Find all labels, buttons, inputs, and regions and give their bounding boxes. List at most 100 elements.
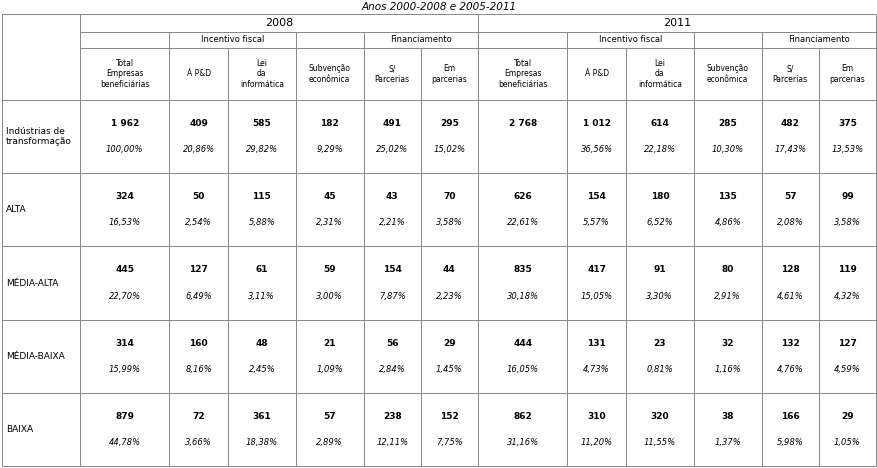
Text: 6,52%: 6,52% [645,219,673,227]
Text: 417: 417 [587,265,605,274]
Text: 0,81%: 0,81% [645,365,673,374]
Text: 119: 119 [837,265,856,274]
Text: 15,05%: 15,05% [580,292,612,300]
Text: S/
Parcerias: S/ Parcerias [374,64,410,84]
Text: 99: 99 [840,192,852,201]
Text: 4,59%: 4,59% [833,365,859,374]
Text: 1 012: 1 012 [582,119,610,128]
Text: 91: 91 [652,265,666,274]
Text: 100,00%: 100,00% [106,145,143,154]
Text: 44: 44 [443,265,455,274]
Text: 295: 295 [439,119,459,128]
Text: Indústrias de
transformação: Indústrias de transformação [6,127,72,146]
Text: ALTA: ALTA [6,205,26,214]
Text: 115: 115 [253,192,271,201]
Text: 2,23%: 2,23% [436,292,462,300]
Text: 310: 310 [587,412,605,421]
Text: 11,55%: 11,55% [643,438,675,447]
Text: 17,43%: 17,43% [774,145,805,154]
Text: 2,89%: 2,89% [316,438,343,447]
Text: 1 962: 1 962 [111,119,139,128]
Text: 3,30%: 3,30% [645,292,673,300]
Text: 57: 57 [783,192,795,201]
Text: 132: 132 [780,338,799,348]
Text: Financiamento: Financiamento [787,36,849,44]
Text: 160: 160 [189,338,208,348]
Text: Subvenção
econômica: Subvenção econômica [706,64,748,84]
Text: 324: 324 [115,192,134,201]
Text: 4,86%: 4,86% [714,219,740,227]
Text: 50: 50 [192,192,204,201]
Text: 2,31%: 2,31% [316,219,343,227]
Text: Total
Empresas
beneficiárias: Total Empresas beneficiárias [497,59,546,89]
Text: 70: 70 [443,192,455,201]
Text: 238: 238 [382,412,401,421]
Text: 59: 59 [323,265,336,274]
Text: 18,38%: 18,38% [246,438,278,447]
Text: 20,86%: 20,86% [182,145,215,154]
Text: 15,99%: 15,99% [109,365,140,374]
Text: 30,18%: 30,18% [506,292,538,300]
Text: BAIXA: BAIXA [6,425,33,434]
Text: Lei
da
informática: Lei da informática [637,59,681,89]
Text: 5,98%: 5,98% [776,438,802,447]
Text: 10,30%: 10,30% [711,145,743,154]
Text: 285: 285 [717,119,737,128]
Text: 11,20%: 11,20% [580,438,612,447]
Text: 9,29%: 9,29% [316,145,343,154]
Text: 13,53%: 13,53% [831,145,862,154]
Text: 375: 375 [837,119,856,128]
Text: 3,66%: 3,66% [185,438,211,447]
Text: 45: 45 [323,192,336,201]
Text: 32: 32 [721,338,733,348]
Text: 5,57%: 5,57% [582,219,610,227]
Text: MÉDIA-BAIXA: MÉDIA-BAIXA [6,351,65,361]
Text: 22,61%: 22,61% [506,219,538,227]
Text: 3,58%: 3,58% [436,219,462,227]
Text: 128: 128 [780,265,799,274]
Text: 2,08%: 2,08% [776,219,802,227]
Text: 482: 482 [780,119,799,128]
Text: 8,16%: 8,16% [185,365,211,374]
Text: Á P&D: Á P&D [584,70,608,79]
Text: 29: 29 [840,412,852,421]
Text: Lei
da
informática: Lei da informática [239,59,283,89]
Text: 48: 48 [255,338,267,348]
Text: 1,09%: 1,09% [316,365,343,374]
Text: 7,75%: 7,75% [436,438,462,447]
Text: Em
parcerias: Em parcerias [829,64,865,84]
Text: 180: 180 [650,192,668,201]
Text: S/
Parcerias: S/ Parcerias [772,64,807,84]
Text: 16,05%: 16,05% [506,365,538,374]
Text: 3,58%: 3,58% [833,219,859,227]
Text: 22,70%: 22,70% [109,292,140,300]
Text: 7,87%: 7,87% [379,292,405,300]
Text: 3,11%: 3,11% [248,292,275,300]
Text: 131: 131 [587,338,605,348]
Text: Incentivo fiscal: Incentivo fiscal [598,36,661,44]
Text: 879: 879 [115,412,134,421]
Text: 6,49%: 6,49% [185,292,211,300]
Text: 43: 43 [386,192,398,201]
Text: 2,84%: 2,84% [379,365,405,374]
Text: 4,73%: 4,73% [582,365,610,374]
Text: 2,91%: 2,91% [714,292,740,300]
Text: 12,11%: 12,11% [375,438,408,447]
Text: 72: 72 [192,412,204,421]
Text: 835: 835 [513,265,531,274]
Text: 2,54%: 2,54% [185,219,211,227]
Text: 16,53%: 16,53% [109,219,140,227]
Text: 127: 127 [837,338,856,348]
Text: Total
Empresas
beneficiárias: Total Empresas beneficiárias [100,59,149,89]
Text: 22,18%: 22,18% [643,145,675,154]
Text: 182: 182 [320,119,339,128]
Text: 444: 444 [512,338,531,348]
Text: 57: 57 [323,412,336,421]
Text: 38: 38 [721,412,733,421]
Text: Financiamento: Financiamento [389,36,451,44]
Text: 1,05%: 1,05% [833,438,859,447]
Text: 2 768: 2 768 [508,119,536,128]
Text: Subvenção
econômica: Subvenção econômica [309,64,350,84]
Text: 166: 166 [780,412,799,421]
Text: 61: 61 [255,265,267,274]
